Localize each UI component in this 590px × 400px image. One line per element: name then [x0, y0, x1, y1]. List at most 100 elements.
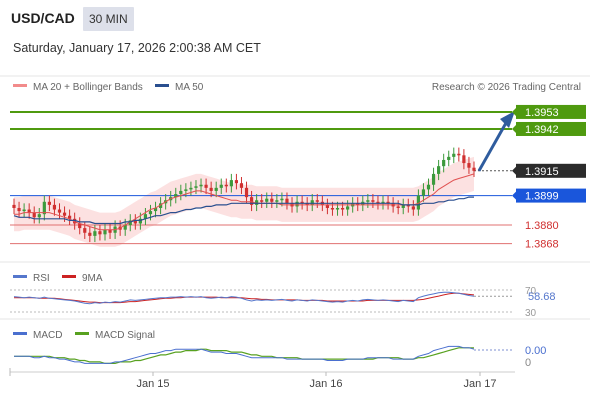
candle-body: [416, 195, 420, 210]
candle-body: [52, 204, 57, 210]
candle-body: [426, 184, 431, 190]
candle-body: [244, 187, 249, 198]
candle-body: [148, 211, 153, 215]
macd-legend: MACD MACD Signal: [13, 330, 155, 341]
candle-body: [472, 167, 476, 171]
rsi-panel: 70 30 58.68: [10, 286, 556, 319]
candle-body: [209, 187, 213, 191]
candle-body: [376, 201, 380, 204]
x-axis: Jan 15 Jan 16 Jan 17: [9, 368, 497, 390]
macd-panel: 0.000: [14, 345, 546, 369]
candle-body: [73, 218, 77, 224]
rsi-legend-swatch: [13, 275, 27, 278]
candle-body: [270, 198, 274, 202]
candle-body: [68, 215, 72, 219]
candle-body: [204, 184, 208, 188]
candle-body: [447, 156, 451, 160]
candle-body: [442, 159, 446, 167]
candle-body: [229, 180, 233, 187]
candle-body: [340, 207, 345, 210]
candle-body: [128, 220, 132, 226]
candle-body: [249, 197, 254, 205]
candle-body: [214, 187, 218, 191]
candle-body: [184, 189, 188, 191]
candle-body: [189, 187, 193, 190]
ma20-legend-swatch: [13, 84, 27, 87]
candle-body: [199, 184, 203, 187]
candle-body: [381, 201, 385, 204]
ma20-line: [14, 173, 475, 231]
ma50-legend-swatch: [155, 84, 169, 87]
resistance-level-badge-tip: [512, 107, 516, 116]
candle-body: [133, 220, 137, 224]
rsi-ma-legend-label: 9MA: [82, 273, 103, 284]
candle-body: [143, 214, 148, 219]
rsi-tick-70: 70: [525, 286, 537, 297]
support-level-label: 1.3868: [525, 239, 559, 251]
candle-body: [153, 207, 158, 212]
resistance-level-badge: [516, 121, 586, 136]
timeframe-badge[interactable]: 30 MIN: [83, 7, 134, 31]
candle-body: [108, 229, 112, 233]
ma50-legend-label: MA 50: [175, 82, 204, 93]
chart-header: USD/CAD 30 MIN: [0, 0, 590, 40]
rsi-legend: RSI 9MA: [13, 273, 103, 284]
resistance-level-badge-tip: [512, 124, 516, 133]
candle-body: [22, 209, 26, 212]
candle-body: [356, 203, 360, 205]
candle-body: [27, 209, 31, 213]
macd-signal-legend-swatch: [75, 332, 89, 335]
pivot-level-badge: [516, 188, 586, 203]
macd-last-value: 0.00: [525, 345, 546, 357]
candle-body: [47, 201, 51, 205]
candle-body: [330, 207, 335, 210]
candle-body: [12, 204, 16, 208]
candle-body: [224, 184, 228, 187]
candle-body: [411, 206, 415, 210]
resistance-level-label: 1.3942: [525, 124, 559, 136]
candle-body: [371, 200, 375, 202]
candle-body: [295, 201, 299, 207]
candle-body: [386, 201, 390, 204]
chart-datetime: Saturday, January 17, 2026 2:00:38 AM CE…: [13, 41, 261, 55]
candle-body: [179, 190, 183, 195]
candle-body: [57, 209, 62, 213]
candle-body: [265, 198, 269, 202]
candle-body: [462, 155, 466, 164]
candle-body: [396, 206, 400, 208]
candle-body: [78, 223, 82, 229]
candle-body: [62, 212, 67, 216]
x-tick-label: Jan 15: [136, 378, 169, 390]
candle-body: [421, 189, 426, 196]
candle-body: [219, 184, 223, 188]
candle-body: [103, 229, 107, 235]
resistance-level-label: 1.3953: [525, 107, 559, 119]
candle-body: [123, 225, 127, 230]
candle-body: [98, 231, 102, 235]
macd-legend-swatch: [13, 332, 27, 335]
macd-signal-legend-label: MACD Signal: [95, 330, 155, 341]
macd-zero-tick: 0: [525, 357, 531, 369]
support-level-label: 1.3880: [525, 220, 559, 232]
candle-body: [310, 200, 314, 205]
candle-body: [174, 194, 178, 198]
candle-body: [239, 183, 244, 188]
main-legend: MA 20 + Bollinger Bands MA 50 Research ©…: [13, 82, 581, 93]
rsi-line: [13, 291, 475, 305]
last-level-badge: [516, 163, 586, 178]
macd-signal-line: [14, 347, 474, 364]
candle-body: [437, 166, 441, 174]
candle-body: [32, 212, 36, 218]
candle-body: [138, 218, 142, 224]
price-panel: 1.3953 1.3942 1.3915 1.3899 1.3880 1.3868: [10, 104, 586, 251]
candle-body: [37, 214, 41, 218]
candle-body: [467, 163, 471, 168]
pivot-level-badge-tip: [512, 191, 516, 200]
candle-body: [42, 201, 46, 215]
candle-body: [300, 201, 304, 204]
candle-body: [275, 200, 279, 202]
candle-body: [452, 153, 456, 157]
candle-body: [305, 203, 309, 205]
candle-body: [406, 204, 410, 207]
